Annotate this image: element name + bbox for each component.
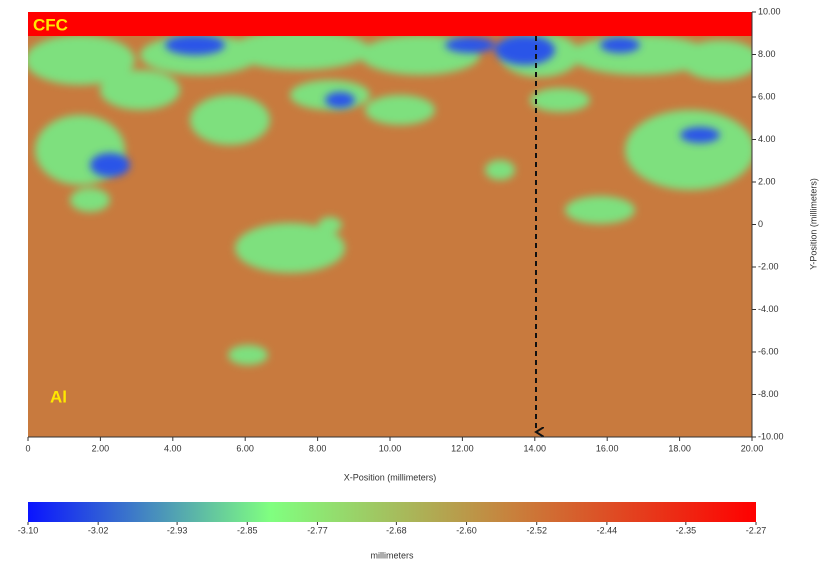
y-tick-label: 6.00: [758, 91, 776, 101]
colorbar-tick-label: -3.10: [18, 525, 39, 535]
colorbar-tick-label: -3.02: [88, 525, 109, 535]
colorbar-tick-label: -2.52: [526, 525, 547, 535]
x-tick-label: 16.00: [596, 443, 619, 453]
x-tick-label: 2.00: [92, 443, 110, 453]
cfc-band: [28, 12, 752, 36]
colorbar-tick-label: -2.77: [307, 525, 328, 535]
colorbar-tick-label: -2.35: [676, 525, 697, 535]
x-tick-label: 10.00: [379, 443, 402, 453]
colorbar-tick-label: -2.93: [167, 525, 188, 535]
y-tick-label: -6.00: [758, 346, 779, 356]
x-tick-label: 14.00: [524, 443, 547, 453]
y-tick-label: -2.00: [758, 261, 779, 271]
x-tick-label: 6.00: [236, 443, 254, 453]
y-tick-label: 0: [758, 219, 763, 229]
y-tick-label: 2.00: [758, 176, 776, 186]
colorbar: [28, 502, 756, 522]
colorbar-tick-label: -2.85: [237, 525, 258, 535]
colorbar-tick-label: -2.68: [386, 525, 407, 535]
x-tick-label: 20.00: [741, 443, 764, 453]
x-tick-label: 12.00: [451, 443, 474, 453]
x-tick-label: 4.00: [164, 443, 182, 453]
colorbar-tick-label: -2.27: [746, 525, 767, 535]
x-tick-label: 0: [25, 443, 30, 453]
x-axis-label: X-Position (millimeters): [344, 472, 437, 482]
y-tick-label: -4.00: [758, 304, 779, 314]
x-tick-label: 18.00: [668, 443, 691, 453]
colorbar-tick-label: -2.44: [597, 525, 618, 535]
x-tick-label: 8.00: [309, 443, 327, 453]
al-label: Al: [50, 387, 67, 406]
y-axis-label: Y-Position (millimeters): [808, 178, 818, 270]
y-tick-label: 8.00: [758, 49, 776, 59]
chart: CFC Al X-Position (millimeters) Y-Positi…: [0, 0, 820, 563]
cfc-label: CFC: [33, 15, 68, 34]
y-tick-label: -8.00: [758, 389, 779, 399]
colorbar-tick-label: -2.60: [456, 525, 477, 535]
y-tick-label: -10.00: [758, 431, 784, 441]
y-tick-label: 4.00: [758, 134, 776, 144]
heatmap: [25, 12, 760, 437]
colorbar-label: millimeters: [370, 550, 414, 560]
y-tick-label: 10.00: [758, 6, 781, 16]
